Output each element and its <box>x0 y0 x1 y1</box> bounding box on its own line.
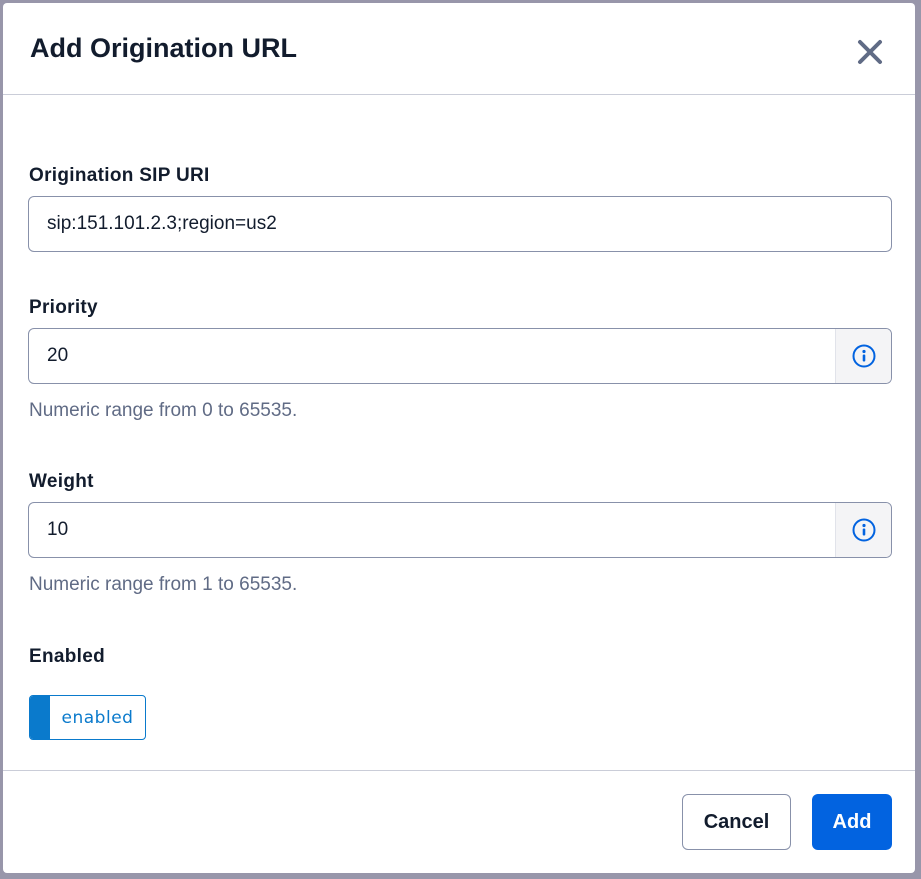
cancel-button[interactable]: Cancel <box>682 794 791 850</box>
priority-input[interactable]: 20 <box>28 328 892 384</box>
add-button[interactable]: Add <box>812 794 892 850</box>
weight-input[interactable]: 10 <box>28 502 892 558</box>
close-button[interactable] <box>855 37 885 67</box>
sip-uri-label: Origination SIP URI <box>29 165 210 186</box>
toggle-text: enabled <box>61 707 134 728</box>
priority-help: Numeric range from 0 to 65535. <box>29 400 298 421</box>
enabled-toggle[interactable]: enabled <box>29 695 146 740</box>
sip-uri-input[interactable]: sip:151.101.2.3;region=us2 <box>28 196 892 252</box>
weight-help: Numeric range from 1 to 65535. <box>29 574 298 595</box>
toggle-indicator <box>30 696 50 739</box>
weight-info-button[interactable] <box>835 503 891 557</box>
priority-value[interactable]: 20 <box>47 345 69 366</box>
info-icon <box>852 344 875 368</box>
info-icon <box>852 518 875 542</box>
enabled-label: Enabled <box>29 646 106 667</box>
sip-uri-value[interactable]: sip:151.101.2.3;region=us2 <box>47 213 277 234</box>
priority-info-button[interactable] <box>835 329 891 383</box>
weight-label: Weight <box>29 471 94 492</box>
priority-label: Priority <box>29 297 98 318</box>
header-divider <box>3 94 915 95</box>
weight-value[interactable]: 10 <box>47 519 69 540</box>
close-icon <box>858 40 882 64</box>
dialog-title: Add Origination URL <box>30 33 297 63</box>
footer-divider <box>3 770 915 771</box>
add-origination-url-dialog: Add Origination URL Origination SIP URI … <box>3 3 915 873</box>
